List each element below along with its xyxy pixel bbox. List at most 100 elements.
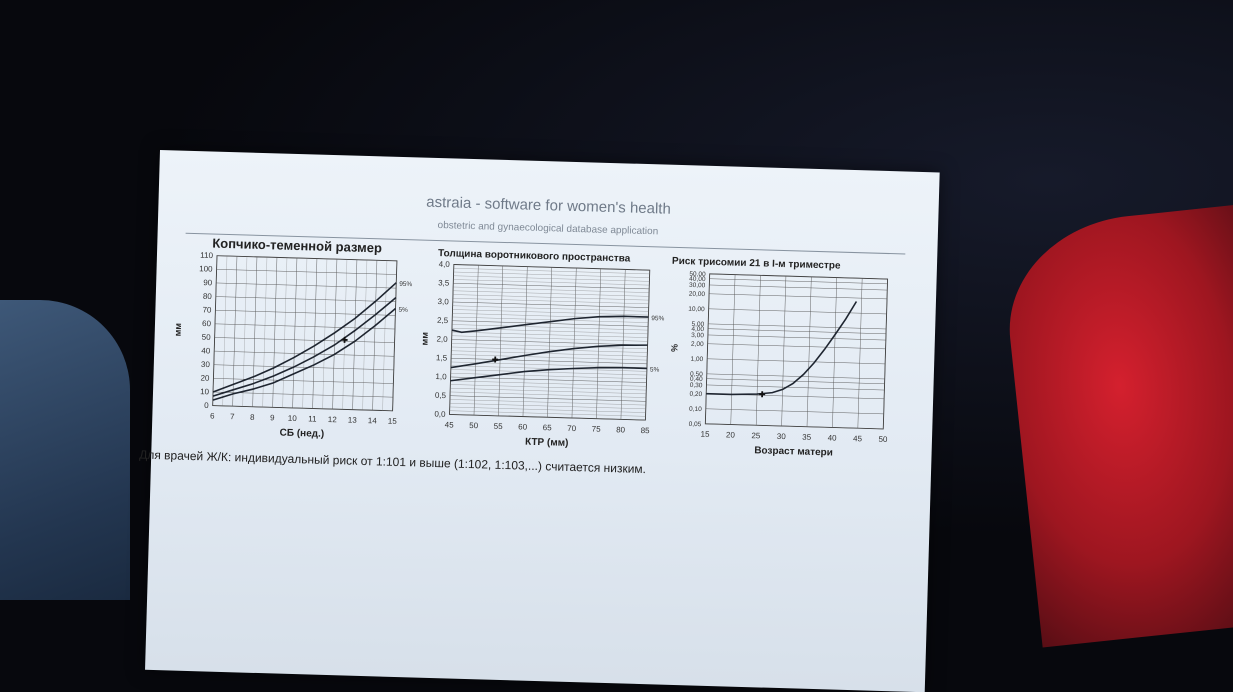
y-minor-gridline [450, 365, 647, 372]
y-minor-gridline [453, 279, 650, 286]
x-gridline [292, 257, 298, 408]
y-tick-label: 0 [204, 401, 209, 410]
y-gridline [452, 301, 649, 308]
x-tick-label: 55 [494, 422, 504, 431]
series-line-3 [212, 307, 397, 401]
y-gridline [214, 337, 395, 343]
y-tick-label: 10,00 [688, 306, 705, 313]
x-tick-label: 15 [700, 430, 710, 439]
y-gridline [212, 405, 393, 412]
patient-marker [341, 336, 348, 343]
x-minor-gridline [222, 255, 228, 406]
y-minor-gridline [451, 346, 648, 353]
y-gridline [452, 320, 649, 327]
x-gridline [392, 260, 398, 411]
series-line-2 [212, 297, 397, 397]
y-tick-label: 1,0 [435, 372, 447, 381]
y-axis-label: мм [173, 322, 183, 336]
y-minor-gridline [452, 309, 649, 316]
series-line-3 [450, 366, 647, 382]
y-tick-label: 40,00 [689, 276, 706, 283]
y-gridline [451, 339, 648, 346]
y-tick-label: 50,00 [689, 271, 706, 278]
y-gridline [707, 343, 886, 350]
y-tick-label: 110 [200, 251, 214, 260]
y-gridline [709, 284, 888, 291]
y-gridline [708, 323, 887, 330]
y-gridline [216, 269, 397, 275]
y-gridline [450, 395, 646, 402]
series-line-1 [706, 301, 858, 396]
y-tick-label: 30,00 [689, 282, 706, 289]
y-tick-label: 100 [199, 264, 213, 273]
x-minor-gridline [242, 256, 248, 407]
y-tick-label: 90 [203, 278, 213, 287]
y-gridline [709, 278, 888, 285]
y-tick-label: 60 [202, 319, 212, 328]
x-minor-gridline [262, 257, 268, 408]
y-tick-label: 0,20 [689, 391, 702, 398]
y-gridline [709, 273, 888, 280]
y-tick-label: 3,5 [438, 278, 450, 287]
x-tick-label: 11 [308, 414, 317, 423]
y-gridline [706, 384, 885, 391]
x-gridline [352, 259, 358, 410]
y-tick-label: 30 [201, 360, 211, 369]
y-gridline [215, 296, 396, 302]
x-axis-label: Возраст матери [754, 445, 833, 458]
series-label: 5% [650, 366, 660, 373]
x-tick-label: 85 [641, 426, 651, 435]
y-minor-gridline [452, 324, 649, 331]
y-gridline [214, 350, 395, 357]
x-gridline [857, 278, 863, 429]
y-tick-label: 5,00 [691, 321, 704, 328]
x-minor-gridline [302, 258, 308, 409]
y-minor-gridline [450, 373, 647, 380]
y-tick-label: 2,5 [437, 316, 449, 325]
patient-marker [492, 356, 499, 363]
crl-growth-chart: Копчико-теменной размер 6 7 8 9 10 11 12 13 14 15 0… [173, 236, 413, 440]
denim-fabric [0, 300, 130, 600]
y-minor-gridline [450, 384, 647, 391]
series-label: 95% [399, 281, 412, 288]
y-minor-gridline [451, 350, 648, 357]
y-tick-label: 40 [201, 346, 211, 355]
x-axis-label: СБ (нед.) [279, 428, 324, 440]
x-gridline [781, 276, 787, 427]
y-minor-gridline [453, 290, 649, 297]
y-tick-label: 50 [202, 333, 212, 342]
y-minor-gridline [449, 410, 646, 417]
x-gridline [730, 274, 736, 425]
y-gridline [707, 334, 886, 341]
x-gridline [705, 273, 710, 424]
x-tick-label: 12 [328, 415, 338, 424]
y-gridline [215, 323, 395, 330]
x-tick-label: 14 [368, 416, 378, 425]
series-label: 95% [651, 315, 664, 322]
x-tick-label: 13 [348, 416, 358, 425]
x-tick-label: 50 [878, 435, 888, 444]
x-tick-label: 45 [445, 420, 455, 429]
x-gridline [883, 278, 888, 429]
x-gridline [332, 259, 338, 410]
y-gridline [451, 357, 648, 365]
y-tick-label: 2,0 [436, 335, 448, 344]
y-minor-gridline [453, 268, 650, 275]
y-gridline [705, 423, 884, 430]
x-minor-gridline [322, 258, 328, 409]
x-tick-label: 8 [250, 413, 255, 422]
y-minor-gridline [449, 399, 646, 406]
y-tick-label: 80 [203, 292, 213, 301]
y-gridline [708, 308, 887, 315]
y-tick-label: 20 [200, 373, 210, 382]
y-tick-label: 3,00 [691, 332, 704, 339]
x-tick-label: 60 [518, 422, 528, 431]
y-minor-gridline [452, 305, 649, 312]
x-tick-label: 50 [469, 421, 479, 430]
y-tick-label: 0,0 [434, 410, 446, 419]
x-gridline [806, 276, 812, 427]
y-minor-gridline [450, 388, 647, 395]
x-tick-label: 75 [592, 425, 602, 434]
y-tick-label: 4,00 [691, 326, 704, 333]
x-tick-label: 65 [543, 423, 553, 432]
